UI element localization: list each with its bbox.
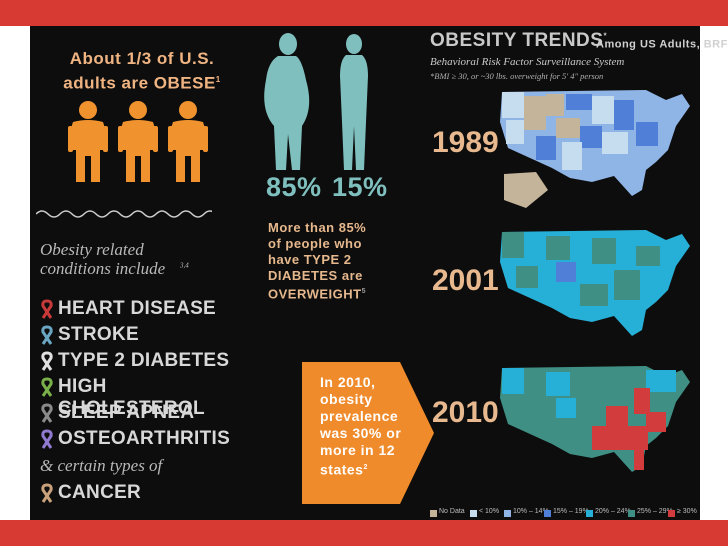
normal-weight-silhouette-icon bbox=[340, 34, 368, 170]
condition-osteoarthritis: OSTEOARTHRITIS bbox=[30, 428, 230, 450]
condition-stroke: STROKE bbox=[30, 324, 230, 346]
legend-swatch bbox=[586, 510, 593, 517]
legend-label: 20% – 24% bbox=[595, 508, 631, 515]
tan-ribbon-icon bbox=[41, 483, 53, 503]
trends-title: OBESITY TRENDS* bbox=[430, 30, 607, 52]
legend-label: No Data bbox=[439, 508, 465, 515]
surveillance-system: Behavioral Risk Factor Surveillance Syst… bbox=[430, 56, 625, 68]
year-1989: 1989 bbox=[432, 126, 499, 159]
year-2010: 2010 bbox=[432, 396, 499, 429]
condition-sleep-apnea: SLEEP APNEA bbox=[30, 402, 230, 424]
callout-text: In 2010, obesity prevalence was 30% or m… bbox=[320, 374, 406, 479]
legend-label: < 10% bbox=[479, 508, 500, 515]
condition-label: HIGH CHOLESTEROL bbox=[58, 376, 205, 419]
top-band bbox=[0, 0, 728, 26]
diabetes-statement-sup: 5 bbox=[361, 288, 367, 295]
headline: About 1/3 of U.S. adults are OBESE1 bbox=[62, 48, 222, 94]
map-2010 bbox=[500, 366, 690, 472]
callout-sup: 2 bbox=[363, 464, 368, 471]
blue-ribbon-icon bbox=[41, 325, 53, 345]
condition-label: STROKE bbox=[58, 324, 139, 345]
conditions-title: Obesity related conditions include 3,4 bbox=[40, 240, 189, 278]
person-icon bbox=[68, 101, 108, 182]
condition-cancer: CANCER bbox=[30, 482, 230, 504]
legend-label: 15% – 19% bbox=[553, 508, 589, 515]
legend-swatch bbox=[668, 510, 675, 517]
map-2001 bbox=[500, 230, 690, 336]
legend-label: ≥ 30% bbox=[677, 508, 697, 515]
legend-label: 25% – 29% bbox=[637, 508, 673, 515]
condition-label: SLEEP APNEA bbox=[58, 402, 195, 423]
trends-title-text: OBESITY TRENDS bbox=[430, 30, 604, 51]
red-ribbon-icon bbox=[41, 299, 53, 319]
condition-label: CANCER bbox=[58, 482, 142, 503]
conditions-title-text: Obesity related conditions include bbox=[40, 240, 166, 278]
trends-subtitle-text: Among US Adults, BRFSS bbox=[596, 38, 728, 51]
condition-label: TYPE 2 DIABETES bbox=[58, 350, 230, 371]
year-2001: 2001 bbox=[432, 264, 499, 297]
legend-swatch bbox=[430, 510, 437, 517]
certain-types-text: & certain types of bbox=[40, 456, 163, 475]
dark-gray-ribbon-icon bbox=[41, 403, 53, 423]
body-silhouettes-icon bbox=[264, 33, 368, 170]
person-icon bbox=[168, 101, 208, 182]
condition-label: HEART DISEASE bbox=[58, 298, 217, 319]
legend-swatch bbox=[470, 510, 477, 517]
headline-text: About 1/3 of U.S. adults are OBESE bbox=[63, 49, 216, 93]
bottom-band bbox=[0, 520, 728, 546]
purple-ribbon-icon bbox=[41, 429, 53, 449]
diabetes-statement-text: More than 85% of people who have TYPE 2 … bbox=[268, 220, 367, 302]
map-1989 bbox=[500, 90, 690, 208]
legend-swatch bbox=[544, 510, 551, 517]
wavy-divider bbox=[36, 210, 212, 218]
legend-swatch bbox=[504, 510, 511, 517]
callout-text-body: In 2010, obesity prevalence was 30% or m… bbox=[320, 374, 402, 478]
diabetes-statement: More than 85% of people who have TYPE 2 … bbox=[268, 220, 378, 302]
map-legend: No Data < 10% 10% – 14% 15% – 19% 20% – … bbox=[430, 508, 700, 518]
trends-title-sup: * bbox=[603, 31, 608, 41]
condition-high-cholesterol: HIGH CHOLESTEROL bbox=[30, 376, 230, 419]
headline-sup: 1 bbox=[215, 75, 221, 84]
gray-ribbon-icon bbox=[41, 351, 53, 371]
overweight-silhouette-icon bbox=[264, 33, 310, 170]
condition-type-2-diabetes: TYPE 2 DIABETES bbox=[30, 350, 230, 372]
callout-arrow-shape bbox=[302, 362, 434, 504]
three-people-icon bbox=[68, 101, 208, 182]
trends-subtitle: Among US Adults, BRFSS2 bbox=[596, 38, 728, 51]
person-icon bbox=[118, 101, 158, 182]
percent-overweight: 85% bbox=[266, 172, 322, 202]
condition-heart-disease: HEART DISEASE bbox=[30, 298, 230, 320]
bmi-note: *BMI ≥ 30, or ~30 lbs. overweight for 5'… bbox=[430, 71, 604, 81]
legend-swatch bbox=[628, 510, 635, 517]
conditions-title-sup: 3,4 bbox=[180, 261, 189, 270]
green-ribbon-icon bbox=[41, 377, 53, 397]
percent-other: 15% bbox=[332, 172, 388, 202]
condition-label: OSTEOARTHRITIS bbox=[58, 428, 231, 449]
legend-label: 10% – 14% bbox=[513, 508, 549, 515]
infographic-panel: About 1/3 of U.S. adults are OBESE1 bbox=[30, 26, 728, 520]
